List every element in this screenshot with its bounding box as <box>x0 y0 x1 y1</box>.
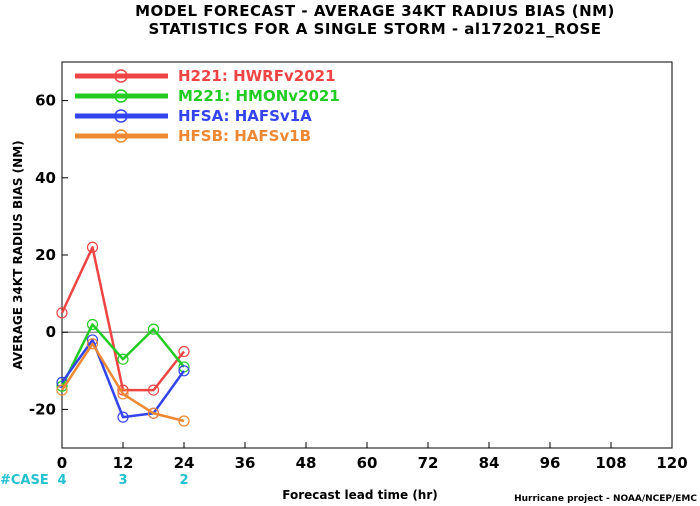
y-tick-label: -20 <box>29 400 56 418</box>
data-point <box>86 318 99 331</box>
legend-entry: M221: HMONv2021 <box>75 87 340 105</box>
x-tick-label: 120 <box>656 454 687 472</box>
data-point <box>86 241 99 253</box>
legend-entry: H221: HWRFv2021 <box>75 67 336 85</box>
case-label: #CASE <box>0 473 49 488</box>
data-point <box>117 388 129 400</box>
series-0 <box>56 241 190 396</box>
data-point <box>178 415 190 427</box>
data-point <box>56 307 68 319</box>
chart-title-line2: STATISTICS FOR A SINGLE STORM - al172021… <box>148 20 601 38</box>
y-tick-label: 60 <box>35 92 56 110</box>
chart-title-line1: MODEL FORECAST - AVERAGE 34KT RADIUS BIA… <box>135 2 615 20</box>
series-1 <box>56 318 190 392</box>
x-tick-label: 96 <box>540 454 561 472</box>
legend-marker <box>114 89 128 103</box>
y-tick-label: 40 <box>35 169 56 187</box>
data-point <box>178 345 190 358</box>
x-tick-label: 0 <box>57 454 67 472</box>
data-point <box>147 407 160 419</box>
y-tick-label: 20 <box>35 246 56 264</box>
legend-label: HFSB: HAFSv1B <box>178 127 311 145</box>
data-point <box>147 323 160 335</box>
data-point <box>86 338 99 350</box>
legend-entry: HFSB: HAFSv1B <box>75 127 311 145</box>
case-count: 3 <box>118 473 127 488</box>
data-point <box>117 411 129 423</box>
credit-text: Hurricane project - NOAA/NCEP/EMC <box>514 494 697 504</box>
case-count: 4 <box>57 473 66 488</box>
data-point <box>56 384 68 396</box>
series-line <box>60 338 186 419</box>
x-tick-label: 108 <box>595 454 626 472</box>
x-axis-label: Forecast lead time (hr) <box>282 488 438 502</box>
legend-label: HFSA: HAFSv1A <box>178 107 312 125</box>
data-point <box>147 384 160 396</box>
case-count: 2 <box>179 473 188 488</box>
series-line <box>60 246 185 392</box>
x-tick-label: 72 <box>418 454 439 472</box>
x-tick-label: 84 <box>479 454 500 472</box>
series-line <box>60 323 185 387</box>
y-axis-label: AVERAGE 34KT RADIUS BIAS (NM) <box>11 140 25 369</box>
x-tick-label: 24 <box>174 454 195 472</box>
legend-marker <box>114 109 128 123</box>
x-tick-label: 48 <box>296 454 317 472</box>
x-tick-label: 60 <box>357 454 378 472</box>
series-3 <box>56 338 190 427</box>
y-tick-label: 0 <box>46 323 56 341</box>
series-line <box>60 342 185 423</box>
data-point <box>178 365 190 377</box>
legend-label: H221: HWRFv2021 <box>178 67 336 85</box>
legend-marker <box>114 69 128 83</box>
x-tick-label: 12 <box>113 454 134 472</box>
x-tick-label: 36 <box>235 454 256 472</box>
data-point <box>117 353 129 365</box>
legend-entry: HFSA: HAFSv1A <box>75 107 312 125</box>
legend-marker <box>114 129 128 143</box>
legend-label: M221: HMONv2021 <box>178 87 340 105</box>
